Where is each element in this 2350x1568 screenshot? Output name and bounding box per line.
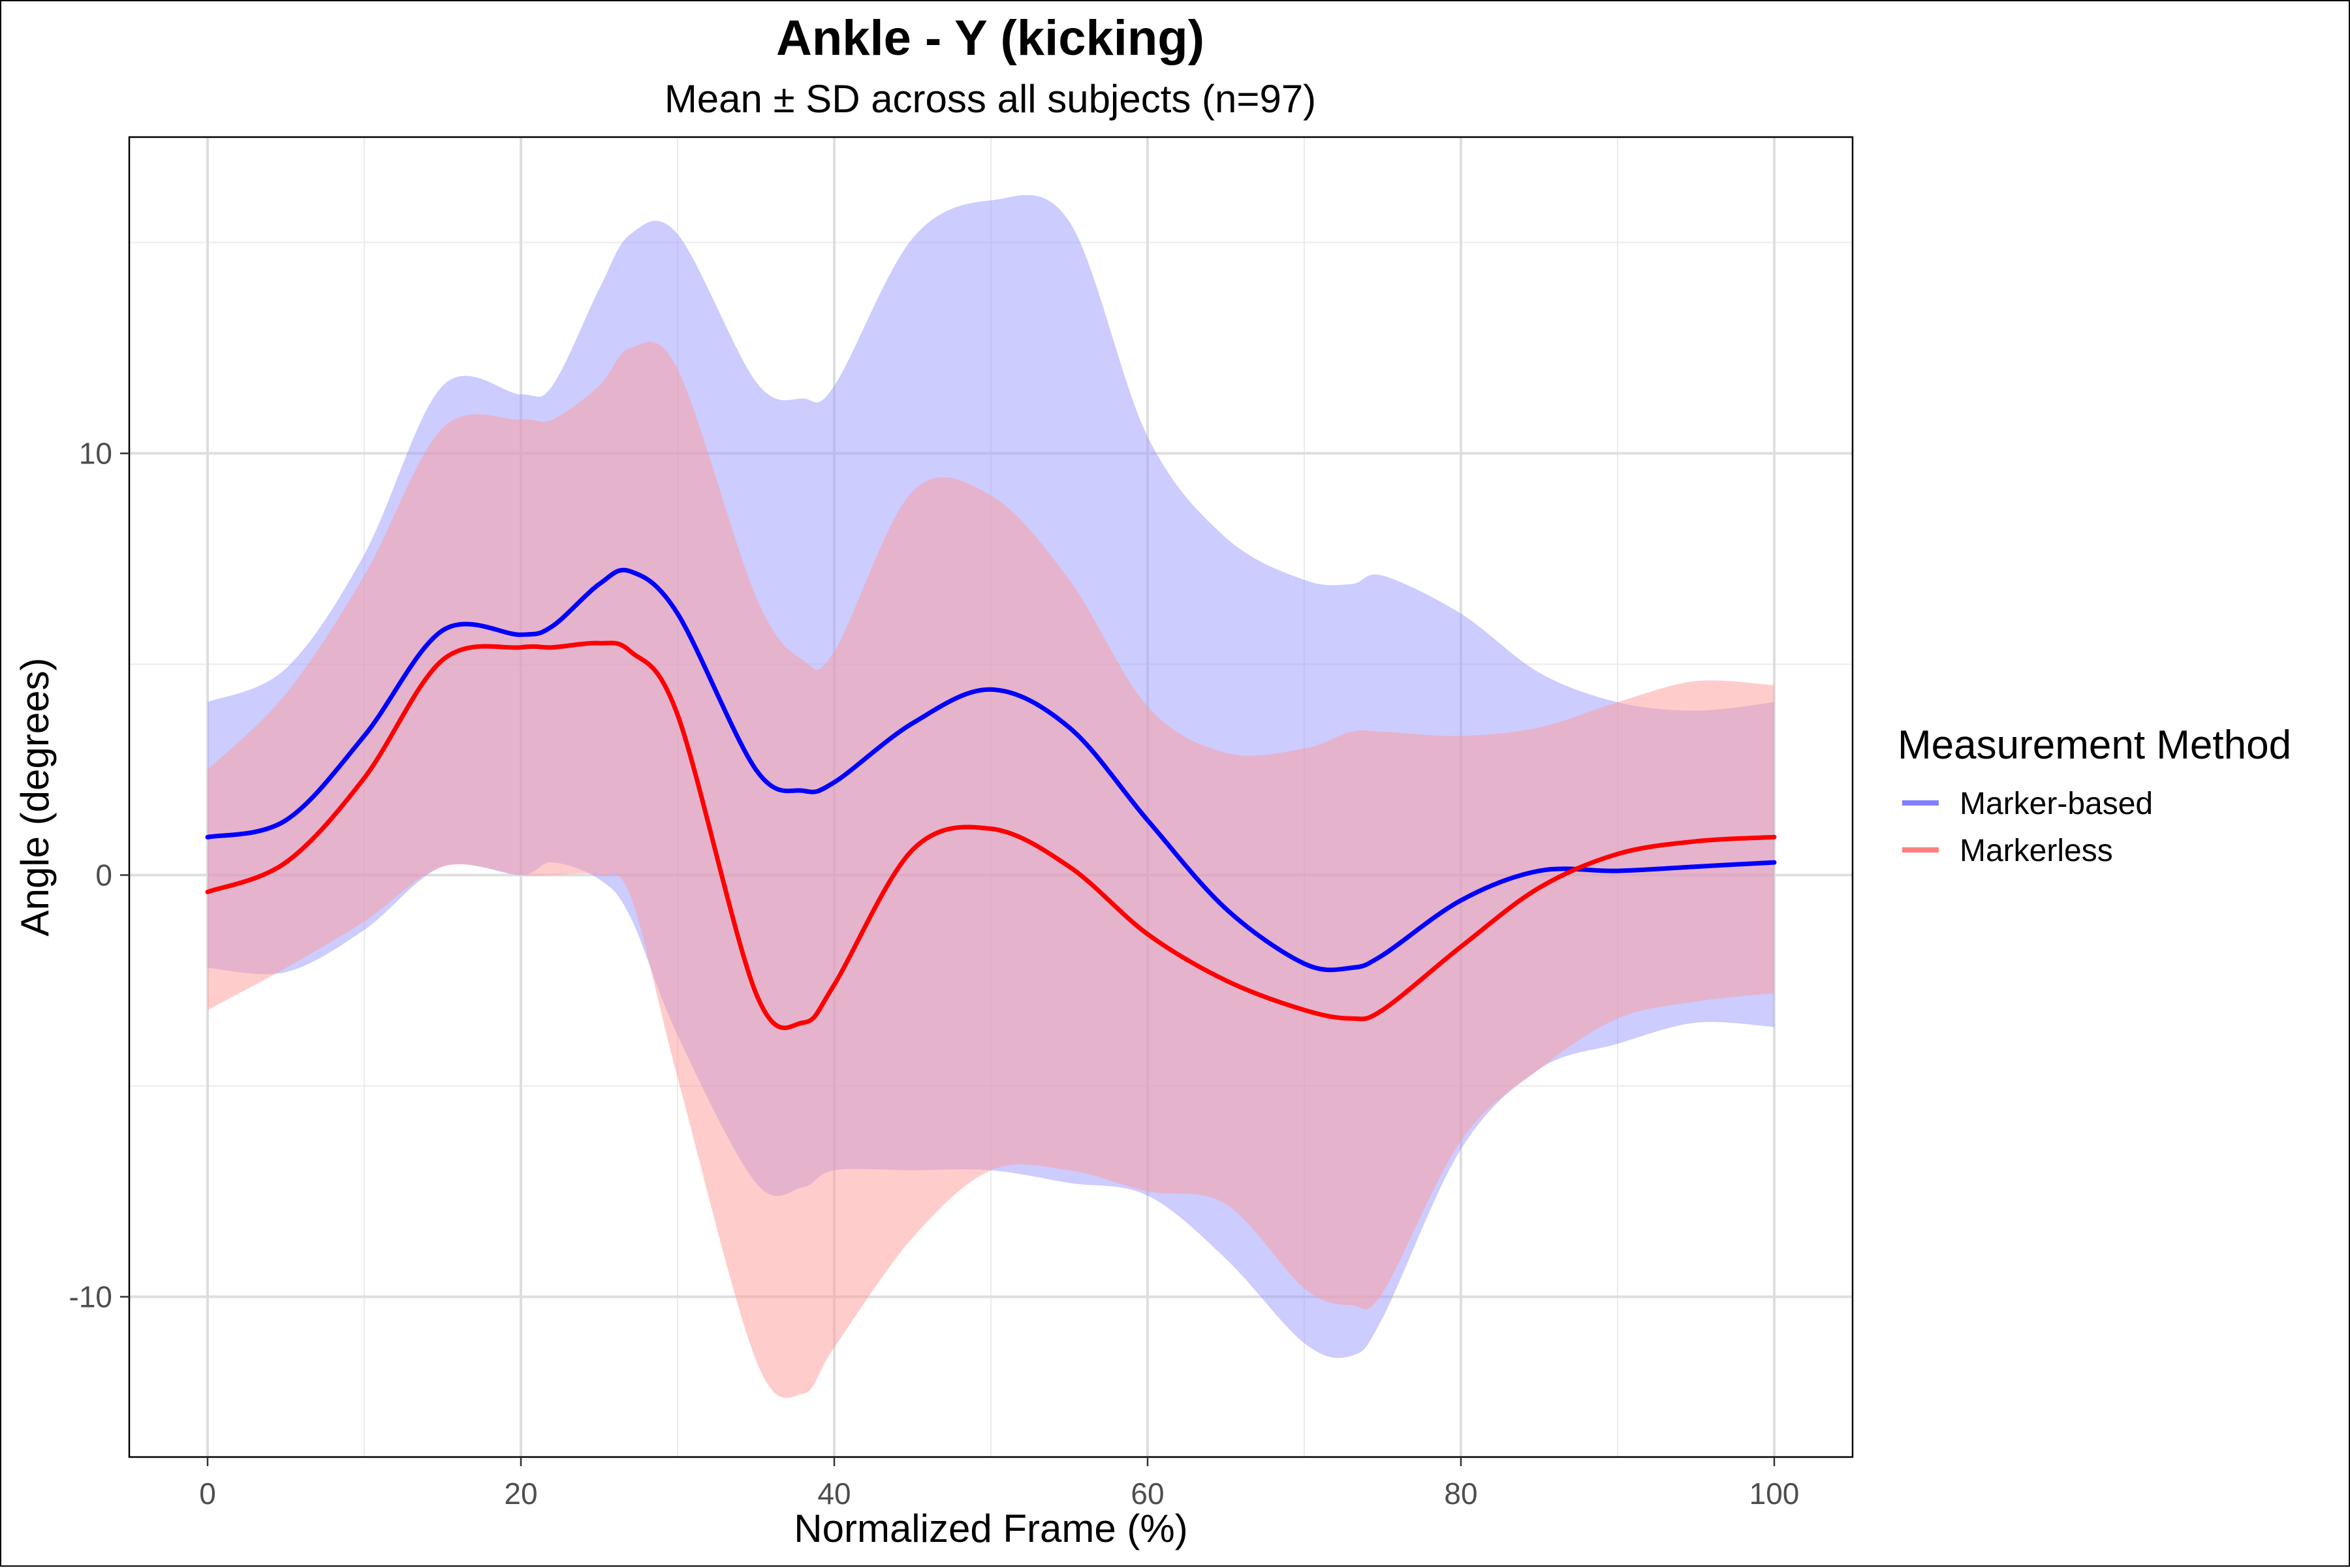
x-tick-label: 40 <box>817 1477 851 1511</box>
sd-bands <box>208 195 1774 1398</box>
legend-label: Markerless <box>1960 834 2113 868</box>
mean-line-marker-based <box>205 567 1777 973</box>
x-tick-label: 100 <box>1749 1477 1800 1511</box>
legend-title: Measurement Method <box>1898 723 2291 768</box>
sd-band-markerless <box>208 341 1774 1398</box>
y-axis-ticks: -10 0 10 <box>69 437 129 1314</box>
x-axis-ticks: 0 20 40 60 80 100 <box>199 1457 1799 1511</box>
chart-subtitle: Mean ± SD across all subjects (n=97) <box>665 77 1316 121</box>
mean-lines <box>205 567 1777 1030</box>
x-tick-label: 0 <box>199 1477 216 1511</box>
y-tick-label: -10 <box>69 1280 112 1314</box>
plot-panel-border <box>128 136 1854 1458</box>
mean-line-markerless <box>205 640 1777 1030</box>
legend-items: Marker-based Markerless <box>1902 787 2153 868</box>
x-tick-label: 20 <box>504 1477 537 1511</box>
y-tick-label: 10 <box>79 437 112 471</box>
y-axis-title: Angle (degrees) <box>13 658 57 937</box>
x-axis-title: Normalized Frame (%) <box>794 1507 1187 1550</box>
chart-title: Ankle - Y (kicking) <box>776 10 1204 66</box>
y-tick-label: 0 <box>95 858 112 892</box>
legend: Measurement Method Marker-based Markerles… <box>1898 723 2291 868</box>
legend-label: Marker-based <box>1960 787 2153 821</box>
x-tick-label: 80 <box>1444 1477 1477 1511</box>
x-tick-label: 60 <box>1131 1477 1164 1511</box>
